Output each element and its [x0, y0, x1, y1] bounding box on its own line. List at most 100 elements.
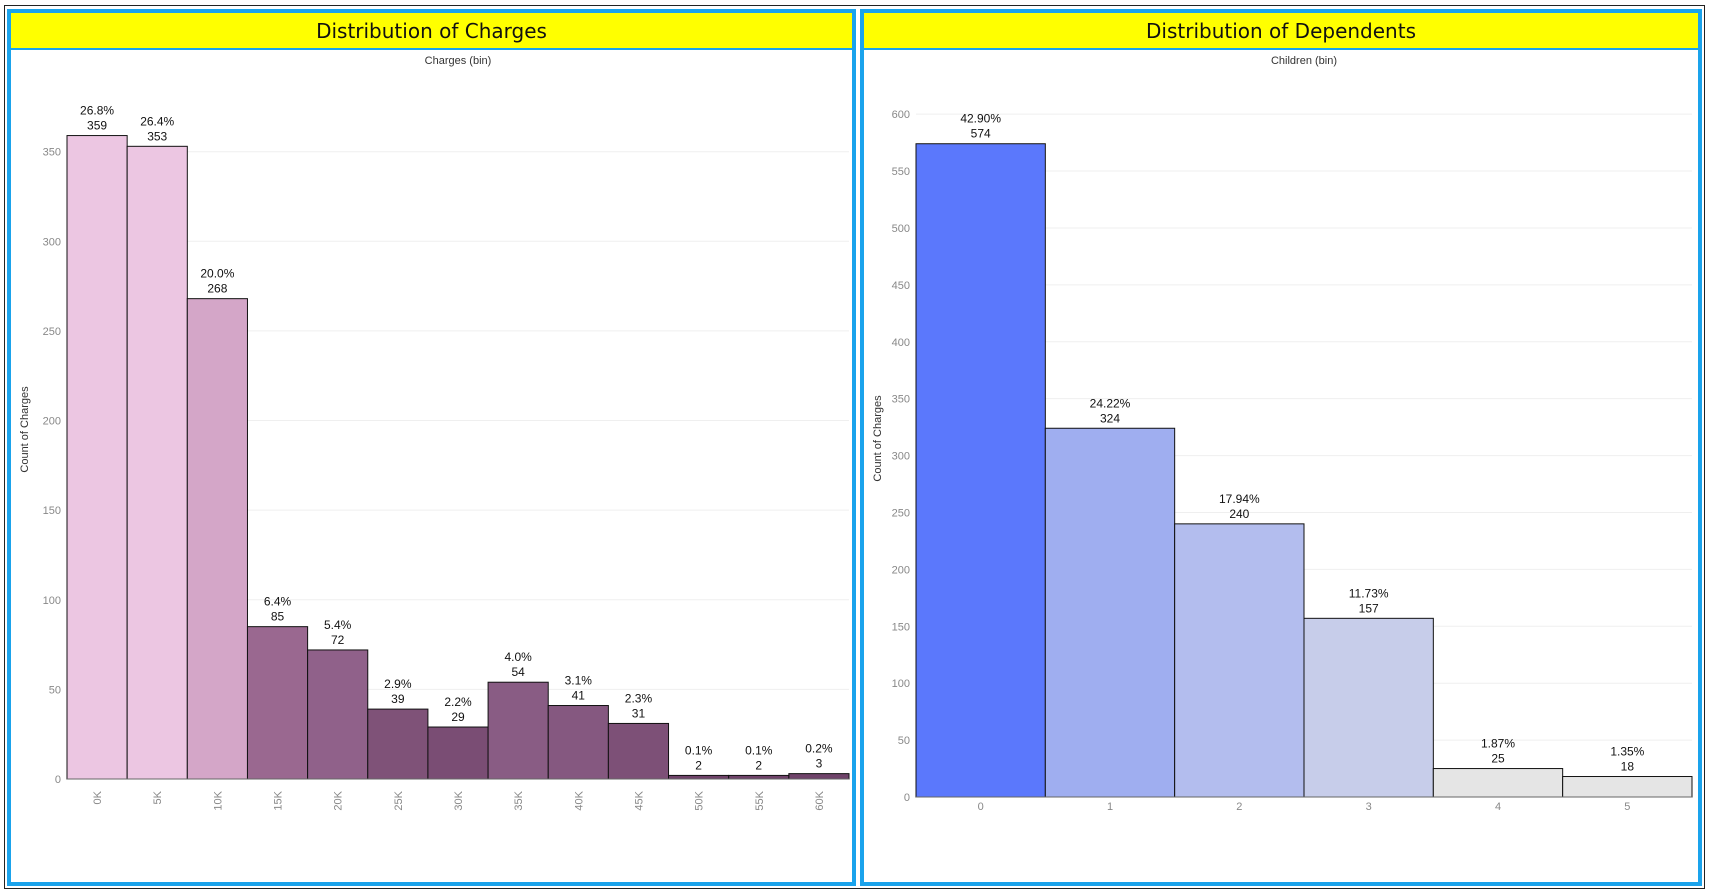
bar-value-label: 18 — [1621, 760, 1635, 774]
y-tick-label: 100 — [43, 595, 61, 607]
x-axis-title: Charges (bin) — [425, 55, 492, 67]
bar — [607, 722, 670, 780]
bar — [367, 708, 429, 780]
charges-chart-title: Distribution of Charges — [11, 13, 852, 50]
charges-histogram: 0 50 100 150 200 250 300 350 Charges (bin) Count … — [19, 55, 850, 811]
bar — [915, 143, 1046, 798]
y-tick-label: 250 — [892, 507, 910, 519]
bar-value-label: 324 — [1100, 411, 1120, 425]
y-tick-label: 550 — [892, 166, 910, 178]
x-tick-label: 10K — [212, 790, 224, 810]
x-tick-label: 50K — [694, 790, 706, 810]
bar-percent-label: 2.2% — [444, 695, 472, 709]
x-tick-label: 3 — [1366, 801, 1372, 813]
bar — [728, 774, 790, 780]
bar-value-label: 41 — [572, 689, 586, 703]
bar-value-label: 85 — [271, 610, 285, 624]
bar-value-label: 2 — [695, 758, 702, 772]
y-tick-label: 200 — [892, 564, 910, 576]
x-tick-label: 2 — [1236, 801, 1242, 813]
bar — [126, 145, 188, 780]
bar — [1562, 776, 1693, 798]
dependents-histogram: 0 50 100 150 200 250 300 350 400 450 500 550 600 Chil… — [872, 55, 1693, 813]
bar-value-label: 268 — [207, 282, 227, 296]
bar — [1432, 768, 1564, 798]
bar-percent-label: 11.73% — [1349, 586, 1389, 600]
bar-value-label: 353 — [147, 129, 167, 143]
bar-value-label: 54 — [511, 665, 525, 679]
bar-value-label: 31 — [632, 706, 646, 720]
bar-value-label: 240 — [1229, 507, 1249, 521]
bar — [307, 649, 369, 780]
bar — [487, 681, 549, 780]
x-tick-label: 55K — [754, 790, 766, 810]
y-tick-label: 100 — [892, 678, 910, 690]
y-tick-label: 400 — [892, 337, 910, 349]
bar-value-label: 3 — [816, 757, 823, 771]
y-tick-label: 450 — [892, 280, 910, 292]
bar-percent-label: 26.8% — [80, 104, 114, 118]
bar-percent-label: 1.87% — [1481, 737, 1515, 751]
x-tick-label: 0K — [92, 790, 104, 804]
x-tick-label: 60K — [814, 790, 826, 810]
bar — [1174, 523, 1305, 798]
x-tick-label: 5K — [152, 790, 164, 804]
y-tick-label: 150 — [43, 505, 61, 517]
bar-percent-label: 6.4% — [264, 595, 292, 609]
bar-percent-label: 4.0% — [504, 650, 532, 664]
bar-percent-label: 17.94% — [1219, 492, 1260, 506]
bar — [427, 726, 489, 780]
y-axis-title: Count of Charges — [19, 386, 31, 473]
bar-value-label: 574 — [971, 127, 991, 141]
bar — [1303, 617, 1434, 798]
bar-percent-label: 26.4% — [140, 114, 174, 128]
x-axis-title: Children (bin) — [1271, 55, 1337, 67]
dependents-panel: Distribution of Dependents 0 50 100 150 200 2… — [860, 9, 1702, 886]
y-tick-label: 350 — [43, 147, 61, 159]
x-tick-label: 45K — [633, 790, 645, 810]
x-tick-label: 5 — [1624, 801, 1630, 813]
x-tick-label: 15K — [273, 790, 285, 810]
x-tick-label: 25K — [393, 790, 405, 810]
y-tick-label: 250 — [43, 326, 61, 338]
y-tick-label: 200 — [43, 416, 61, 428]
bar-percent-label: 0.1% — [745, 743, 773, 757]
y-tick-label: 50 — [49, 684, 61, 696]
x-tick-label: 20K — [333, 790, 345, 810]
bar-percent-label: 0.2% — [805, 742, 833, 756]
charges-panel: Distribution of Charges 0 50 100 150 200 250 3… — [7, 9, 856, 886]
bar-value-label: 2 — [755, 758, 762, 772]
x-tick-label: 4 — [1495, 801, 1501, 813]
bar-value-label: 29 — [451, 710, 465, 724]
bar-percent-label: 0.1% — [685, 743, 713, 757]
bar-value-label: 157 — [1359, 601, 1379, 615]
y-tick-label: 350 — [892, 394, 910, 406]
bar-percent-label: 2.9% — [384, 677, 412, 691]
bar-percent-label: 5.4% — [324, 618, 352, 632]
bar-percent-label: 42.90% — [960, 112, 1001, 126]
y-tick-label: 500 — [892, 223, 910, 235]
bar-percent-label: 3.1% — [565, 674, 593, 688]
y-tick-label: 150 — [892, 621, 910, 633]
y-tick-label: 0 — [55, 774, 61, 786]
y-tick-label: 50 — [898, 735, 910, 747]
bar — [547, 705, 609, 780]
bar-percent-label: 1.35% — [1610, 745, 1644, 759]
bar-percent-label: 24.22% — [1090, 396, 1131, 410]
bar — [668, 774, 730, 780]
bar-value-label: 39 — [391, 692, 405, 706]
bar-value-label: 359 — [87, 119, 107, 133]
x-tick-label: 0 — [978, 801, 984, 813]
bar — [186, 298, 248, 780]
y-axis-title: Count of Charges — [872, 395, 884, 482]
bar — [66, 135, 128, 780]
y-tick-label: 300 — [892, 451, 910, 463]
bar — [246, 626, 309, 780]
dependents-chart-title: Distribution of Dependents — [864, 13, 1698, 50]
x-tick-label: 35K — [513, 790, 525, 810]
bar — [788, 773, 850, 780]
y-tick-label: 600 — [892, 109, 910, 121]
bar — [1044, 427, 1176, 798]
x-tick-label: 1 — [1107, 801, 1113, 813]
y-tick-label: 300 — [43, 236, 61, 248]
